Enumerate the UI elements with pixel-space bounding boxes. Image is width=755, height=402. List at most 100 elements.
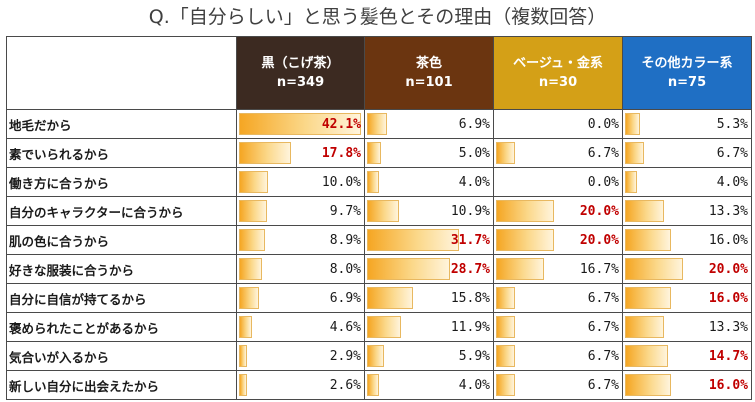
value-bar — [239, 374, 247, 396]
header-name: 茶色 — [415, 56, 442, 71]
row-label: 新しい自分に出会えたから — [6, 370, 237, 400]
data-cell: 6.9% — [364, 109, 494, 139]
data-cell: 5.9% — [364, 341, 494, 371]
table-row: 自分に自信が持てるから 6.9% 15.8% 6.7% 16.0% — [6, 283, 752, 313]
data-cell: 15.8% — [364, 283, 494, 313]
value-label: 28.7% — [450, 261, 490, 277]
data-cell: 6.7% — [493, 312, 623, 342]
row-label: 褒められたことがあるから — [6, 312, 237, 342]
data-cell: 8.9% — [236, 225, 365, 255]
value-label: 5.9% — [458, 348, 490, 364]
value-label: 13.3% — [708, 319, 748, 335]
data-cell: 28.7% — [364, 254, 494, 284]
data-cell: 20.0% — [622, 254, 752, 284]
data-cell: 6.7% — [622, 138, 752, 168]
value-bar — [496, 200, 554, 222]
value-label: 4.0% — [458, 174, 490, 190]
value-label: 20.0% — [579, 232, 619, 248]
table-row: 地毛だから 42.1% 6.9% 0.0% 5.3% — [6, 109, 752, 139]
row-label: 素でいられるから — [6, 138, 237, 168]
value-label: 6.7% — [587, 377, 619, 393]
value-label: 0.0% — [587, 174, 619, 190]
row-label: 好きな服装に合うから — [6, 254, 237, 284]
value-bar — [239, 258, 263, 280]
table-row: 自分のキャラクターに合うから 9.7% 10.9% 20.0% 13.3% — [6, 196, 752, 226]
header-blank-cell — [6, 36, 237, 110]
header-beige-gold: ベージュ・金系 n=30 — [493, 36, 623, 110]
value-bar — [367, 200, 399, 222]
data-cell: 5.0% — [364, 138, 494, 168]
data-cell: 8.0% — [236, 254, 365, 284]
data-cell: 6.7% — [493, 341, 623, 371]
value-bar — [239, 171, 268, 193]
value-label: 6.9% — [329, 290, 361, 306]
data-cell: 10.9% — [364, 196, 494, 226]
data-cell: 31.7% — [364, 225, 494, 255]
value-label: 15.8% — [450, 290, 490, 306]
value-label: 8.9% — [329, 232, 361, 248]
value-bar — [625, 171, 637, 193]
value-bar — [496, 316, 516, 338]
data-cell: 6.7% — [493, 370, 623, 400]
value-bar — [625, 200, 664, 222]
header-brown: 茶色 n=101 — [364, 36, 494, 110]
value-bar — [496, 258, 545, 280]
value-label: 13.3% — [708, 203, 748, 219]
value-label: 31.7% — [450, 232, 490, 248]
data-cell: 16.0% — [622, 225, 752, 255]
value-label: 10.9% — [450, 203, 490, 219]
row-label: 自分のキャラクターに合うから — [6, 196, 237, 226]
value-label: 2.6% — [329, 377, 361, 393]
data-cell: 6.7% — [493, 138, 623, 168]
value-label: 6.7% — [587, 319, 619, 335]
table-body: 地毛だから 42.1% 6.9% 0.0% 5.3% 素でいられるから 17.8% 5.0% 6… — [6, 109, 752, 400]
row-label: 地毛だから — [6, 109, 237, 139]
table-row: 肌の色に合うから 8.9% 31.7% 20.0% 16.0% — [6, 225, 752, 255]
value-label: 6.9% — [458, 116, 490, 132]
value-label: 16.0% — [708, 290, 748, 306]
data-cell: 5.3% — [622, 109, 752, 139]
data-cell: 0.0% — [493, 109, 623, 139]
row-label: 働き方に合うから — [6, 167, 237, 197]
table-row: 好きな服装に合うから 8.0% 28.7% 16.7% 20.0% — [6, 254, 752, 284]
value-label: 6.7% — [587, 348, 619, 364]
value-bar — [625, 113, 641, 135]
table-row: 褒められたことがあるから 4.6% 11.9% 6.7% 13.3% — [6, 312, 752, 342]
value-bar — [625, 287, 672, 309]
value-label: 6.7% — [716, 145, 748, 161]
data-cell: 42.1% — [236, 109, 365, 139]
header-black: 黒（こげ茶） n=349 — [236, 36, 365, 110]
value-bar — [367, 316, 402, 338]
value-label: 16.0% — [708, 232, 748, 248]
table-row: 素でいられるから 17.8% 5.0% 6.7% 6.7% — [6, 138, 752, 168]
data-cell: 4.0% — [622, 167, 752, 197]
data-cell: 11.9% — [364, 312, 494, 342]
row-label: 気合いが入るから — [6, 341, 237, 371]
value-label: 4.6% — [329, 319, 361, 335]
value-label: 9.7% — [329, 203, 361, 219]
value-label: 6.7% — [587, 145, 619, 161]
data-cell: 4.6% — [236, 312, 365, 342]
data-cell: 20.0% — [493, 196, 623, 226]
value-bar — [496, 374, 516, 396]
data-cell: 2.9% — [236, 341, 365, 371]
value-bar — [367, 171, 379, 193]
data-cell: 6.7% — [493, 283, 623, 313]
header-other-color: その他カラー系 n=75 — [622, 36, 752, 110]
data-cell: 17.8% — [236, 138, 365, 168]
data-cell: 20.0% — [493, 225, 623, 255]
value-bar — [239, 229, 265, 251]
value-bar — [239, 200, 268, 222]
value-bar — [625, 142, 645, 164]
value-label: 10.0% — [321, 174, 361, 190]
value-label: 5.0% — [458, 145, 490, 161]
data-cell: 10.0% — [236, 167, 365, 197]
value-bar — [625, 345, 668, 367]
value-label: 4.0% — [716, 174, 748, 190]
value-bar — [239, 316, 253, 338]
header-name: ベージュ・金系 — [513, 56, 603, 71]
value-bar — [496, 229, 554, 251]
value-label: 8.0% — [329, 261, 361, 277]
header-n: n=30 — [538, 75, 578, 90]
value-bar — [496, 287, 516, 309]
